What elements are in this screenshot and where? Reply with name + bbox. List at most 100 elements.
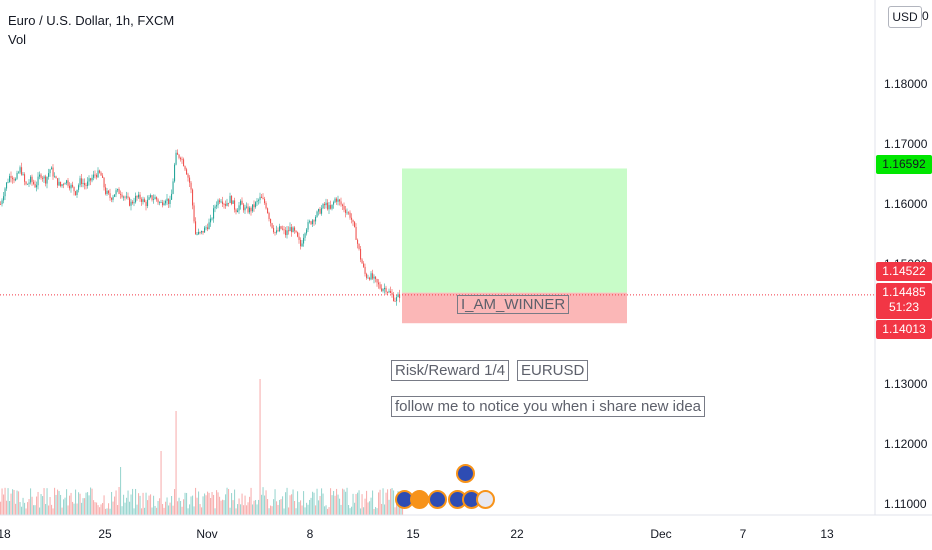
candle-body [249,207,251,213]
follow-note[interactable]: follow me to notice you when i share new… [391,396,706,417]
candle-body [286,230,288,236]
candle-body [289,227,291,232]
candle-body [34,183,36,188]
time-tick-label: 8 [307,527,314,541]
candle-body [81,178,83,184]
candle-body [28,182,30,184]
profit-zone[interactable] [402,168,627,293]
volume-bar [279,499,281,515]
candle-body [349,212,351,218]
candle-body [163,203,165,206]
volume-bar [289,495,291,515]
volume-bar [271,506,273,515]
candle-body [15,178,17,181]
candle-body [189,177,191,183]
candle-body [63,184,65,186]
volume-bar [135,488,137,515]
candle-body [0,204,2,205]
volume-bar [246,505,248,515]
candle-body [123,196,125,198]
volume-bar [91,488,93,515]
volume-bar [207,491,209,515]
candle-body [235,209,237,213]
candle-body [166,198,168,201]
volume-bar [241,493,243,515]
volume-bar [22,497,24,515]
volume-bar [315,505,317,515]
risk-reward-note[interactable]: Risk/Reward 1/4 [391,360,510,381]
volume-bar [48,505,50,515]
candle-body [303,237,305,244]
candle-body [84,183,86,186]
position-label[interactable]: I_AM_WINNER [457,295,570,314]
candle-body [268,213,270,219]
candle-body [82,183,84,184]
volume-bar [69,495,71,515]
volume-bar [118,487,120,515]
volume-bar [136,504,138,515]
candle-body [241,200,243,205]
entry-price-tag: 1.14522 [876,262,932,281]
volume-bar [303,491,305,515]
candle-body [367,277,369,279]
symbol-title[interactable]: Euro / U.S. Dollar, 1h, FXCM [8,13,175,28]
volume-bar [339,498,341,515]
pair-note[interactable]: EURUSD [517,360,589,381]
eu-event-icon[interactable] [428,490,447,509]
candle-body [202,230,204,233]
volume-bar [264,495,266,515]
volume-bar [57,489,59,515]
volume-bar [147,500,149,515]
candle-body [300,239,302,247]
volume-bar [211,491,213,515]
candle-body [43,176,45,179]
volume-bar [358,490,360,515]
volume-indicator-label[interactable]: Vol [8,32,27,47]
candle-body [270,218,272,224]
volume-bar [133,508,135,515]
candle-body [216,205,218,207]
volume-bar [46,488,48,515]
volume-bar [93,500,95,515]
eu-event-icon[interactable] [456,464,475,483]
volume-bar [259,379,261,515]
volume-bar [16,490,18,515]
volume-bar [36,496,38,515]
candle-body [276,230,278,233]
volume-bar [363,507,365,515]
event-icon[interactable] [410,490,429,509]
volume-bar [132,488,134,515]
candle-body [339,199,341,202]
candle-body [304,233,306,238]
volume-bar [198,491,200,515]
volume-bar [190,496,192,515]
candle-body [234,200,236,210]
us-event-icon[interactable] [476,490,495,509]
volume-bar [109,508,111,515]
volume-bar [390,488,392,515]
candle-body [58,181,60,186]
volume-bar [217,492,219,515]
volume-bar [234,489,236,515]
volume-bar [9,501,11,515]
volume-bar [205,495,207,515]
candle-body [138,194,140,198]
volume-bar [334,495,336,515]
volume-bar [391,488,393,515]
candle-body [9,175,11,182]
volume-bar [261,494,263,515]
volume-bar [255,500,257,515]
volume-bar [222,499,224,515]
candle-body [171,193,173,200]
volume-bar [30,488,32,515]
volume-bar [96,502,98,515]
current-price-value: 1.14485 [882,285,926,299]
volume-bar [340,504,342,515]
volume-bar [394,507,396,515]
volume-bar [175,411,177,515]
currency-button[interactable]: USD [888,6,922,28]
candle-body [42,178,44,179]
volume-bar [396,499,398,515]
loss-zone[interactable] [402,292,627,324]
